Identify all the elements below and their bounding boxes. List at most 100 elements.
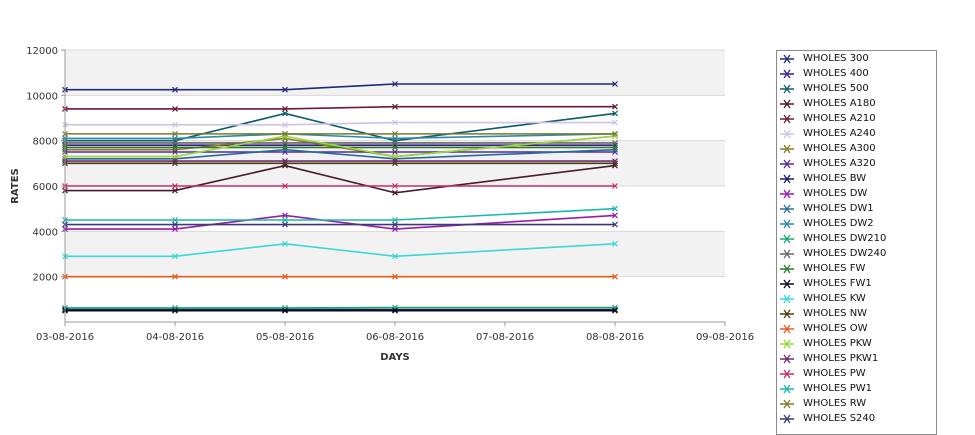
legend-label: WHOLES 400 xyxy=(803,68,869,79)
legend-item: WHOLES PW xyxy=(777,366,936,381)
series-wholes-a210 xyxy=(63,104,618,111)
legend-label: WHOLES DW xyxy=(803,188,867,199)
legend-label: WHOLES NW xyxy=(803,308,867,319)
plot-band xyxy=(65,50,725,95)
legend-item: WHOLES 400 xyxy=(777,66,936,81)
legend-label: WHOLES A210 xyxy=(803,113,876,124)
legend-marker-icon xyxy=(780,112,794,126)
series-wholes-dw xyxy=(63,213,618,232)
legend-label: WHOLES PW1 xyxy=(803,383,872,394)
legend-item: WHOLES FW xyxy=(777,261,936,276)
legend-label: WHOLES DW1 xyxy=(803,203,874,214)
legend-marker-icon xyxy=(780,232,794,246)
legend-marker-icon xyxy=(780,142,794,156)
series-line xyxy=(65,107,615,109)
series-line xyxy=(65,209,615,220)
legend-label: WHOLES DW210 xyxy=(803,233,886,244)
legend-item: WHOLES PKW xyxy=(777,336,936,351)
x-axis-title: DAYS xyxy=(380,352,410,363)
legend-marker-icon xyxy=(780,367,794,381)
y-axis-ticks: 2000 4000 6000 8000 10000 12000 xyxy=(26,46,65,284)
legend-label: WHOLES S240 xyxy=(803,413,875,424)
legend-item: WHOLES DW2 xyxy=(777,216,936,231)
legend-marker-icon xyxy=(780,412,794,426)
y-tick-label: 10000 xyxy=(26,91,58,102)
legend-item: WHOLES 300 xyxy=(777,51,936,66)
legend-label: WHOLES KW xyxy=(803,293,866,304)
legend-marker-icon xyxy=(780,67,794,81)
legend-marker-icon xyxy=(780,277,794,291)
x-tick-label: 08-08-2016 xyxy=(586,332,644,343)
legend-item: WHOLES OW xyxy=(777,321,936,336)
legend-marker-icon xyxy=(780,337,794,351)
legend-item: WHOLES 500 xyxy=(777,81,936,96)
plot-band xyxy=(65,231,725,276)
legend-marker-icon xyxy=(780,307,794,321)
legend-label: WHOLES PW xyxy=(803,368,866,379)
legend-item: WHOLES NW xyxy=(777,306,936,321)
x-tick-label: 04-08-2016 xyxy=(146,332,204,343)
legend-label: WHOLES FW xyxy=(803,263,865,274)
legend-marker-icon xyxy=(780,187,794,201)
legend-marker-icon xyxy=(780,202,794,216)
legend-item: WHOLES PKW1 xyxy=(777,351,936,366)
legend-label: WHOLES A320 xyxy=(803,158,876,169)
x-axis-ticks: 03-08-2016 04-08-2016 05-08-2016 06-08-2016… xyxy=(36,322,754,343)
legend-marker-icon xyxy=(780,352,794,366)
legend-item: WHOLES A320 xyxy=(777,156,936,171)
legend-item: WHOLES FW1 xyxy=(777,276,936,291)
legend-marker-icon xyxy=(780,82,794,96)
legend: WHOLES 300 WHOLES 400 WHOLES 500 WHOLES A18… xyxy=(776,50,937,435)
legend-item: WHOLES A180 xyxy=(777,96,936,111)
y-tick-label: 12000 xyxy=(26,46,58,57)
legend-item: WHOLES A240 xyxy=(777,126,936,141)
legend-label: WHOLES PKW xyxy=(803,338,872,349)
legend-label: WHOLES RW xyxy=(803,398,866,409)
legend-label: WHOLES 300 xyxy=(803,53,869,64)
legend-label: WHOLES DW240 xyxy=(803,248,886,259)
x-tick-label: 05-08-2016 xyxy=(256,332,314,343)
legend-marker-icon xyxy=(780,382,794,396)
legend-item: WHOLES DW xyxy=(777,186,936,201)
legend-item: WHOLES DW1 xyxy=(777,201,936,216)
series-layer xyxy=(63,82,618,314)
legend-label: WHOLES DW2 xyxy=(803,218,874,229)
y-axis-title: RATES xyxy=(10,168,21,204)
legend-item: WHOLES PW1 xyxy=(777,381,936,396)
legend-item: WHOLES A300 xyxy=(777,141,936,156)
legend-item: WHOLES S240 xyxy=(777,411,936,426)
legend-label: WHOLES A180 xyxy=(803,98,876,109)
y-tick-label: 8000 xyxy=(33,137,58,148)
y-tick-label: 2000 xyxy=(33,273,58,284)
legend-marker-icon xyxy=(780,52,794,66)
legend-item: WHOLES DW240 xyxy=(777,246,936,261)
legend-marker-icon xyxy=(780,217,794,231)
legend-label: WHOLES A300 xyxy=(803,143,876,154)
legend-label: WHOLES BW xyxy=(803,173,866,184)
legend-item: WHOLES KW xyxy=(777,291,936,306)
line-chart: 2000 4000 6000 8000 10000 12000 03-08-2016 04-… xyxy=(0,0,760,429)
legend-label: WHOLES FW1 xyxy=(803,278,872,289)
legend-marker-icon xyxy=(780,172,794,186)
series-wholes-dw2 xyxy=(63,131,618,141)
legend-item: WHOLES A210 xyxy=(777,111,936,126)
legend-marker-icon xyxy=(780,97,794,111)
legend-marker-icon xyxy=(780,292,794,306)
legend-label: WHOLES 500 xyxy=(803,83,869,94)
x-tick-label: 07-08-2016 xyxy=(476,332,534,343)
legend-marker-icon xyxy=(780,157,794,171)
legend-label: WHOLES A240 xyxy=(803,128,876,139)
legend-item: WHOLES BW xyxy=(777,171,936,186)
y-tick-label: 6000 xyxy=(33,182,58,193)
x-tick-label: 03-08-2016 xyxy=(36,332,94,343)
legend-marker-icon xyxy=(780,127,794,141)
legend-item: WHOLES RW xyxy=(777,396,936,411)
legend-marker-icon xyxy=(780,322,794,336)
x-tick-label: 09-08-2016 xyxy=(696,332,754,343)
series-line xyxy=(65,215,615,229)
legend-marker-icon xyxy=(780,262,794,276)
legend-item: WHOLES DW210 xyxy=(777,231,936,246)
legend-marker-icon xyxy=(780,397,794,411)
y-tick-label: 4000 xyxy=(33,227,58,238)
x-tick-label: 06-08-2016 xyxy=(366,332,424,343)
